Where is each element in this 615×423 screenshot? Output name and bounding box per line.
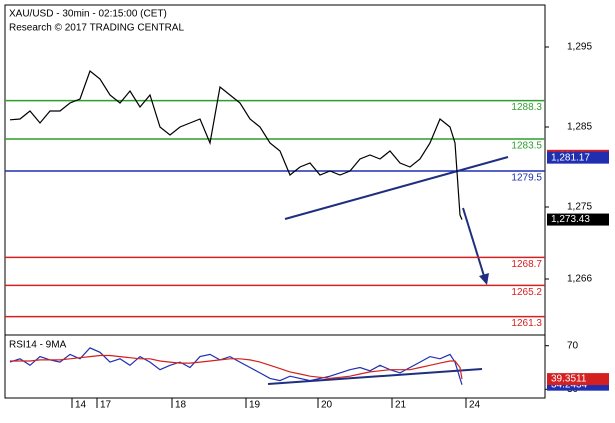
series-line [9, 70, 463, 220]
level-label: 1265.2 [511, 287, 542, 298]
level-label: 1261.3 [511, 318, 542, 329]
plot-frame [4, 4, 546, 399]
level-label: 1283.5 [511, 141, 542, 152]
arrow-head [479, 273, 489, 285]
rsi-title: RSI14 - 9MA [9, 340, 67, 351]
forecast-arrow [462, 207, 485, 277]
value-box-label: 39.3511 [551, 374, 587, 385]
level-label: 1279.5 [511, 173, 542, 184]
y-tick-label: 70 [567, 340, 579, 351]
y-tick-label: 1,275 [567, 202, 592, 213]
price-box [547, 213, 609, 226]
x-tick-label: 18 [175, 400, 187, 411]
series-line [10, 354, 463, 380]
price-box-label: 1,281.17 [551, 152, 590, 163]
x-tick-label: 14 [75, 400, 87, 411]
rsi-trend-line [267, 368, 483, 385]
chart-title: XAU/USD - 30min - 02:15:00 (CET) [9, 9, 167, 20]
level-label: 1268.7 [511, 259, 542, 270]
chart-subtitle: Research © 2017 TRADING CENTRAL [9, 23, 184, 34]
y-tick-label: 1,285 [567, 122, 592, 133]
series-line [9, 347, 463, 385]
level-label: 1288.3 [511, 102, 542, 113]
y-tick-label: 1,266 [567, 274, 592, 285]
value-box [547, 373, 609, 386]
trend-line [284, 156, 509, 220]
x-tick-label: 20 [321, 400, 333, 411]
price-box-label: 1,273.43 [551, 214, 590, 225]
y-tick-label: 1,295 [567, 42, 592, 53]
x-tick-label: 21 [395, 400, 407, 411]
x-tick-label: 19 [249, 400, 261, 411]
price-box [547, 151, 609, 164]
x-tick-label: 24 [469, 400, 481, 411]
x-tick-label: 17 [100, 400, 112, 411]
